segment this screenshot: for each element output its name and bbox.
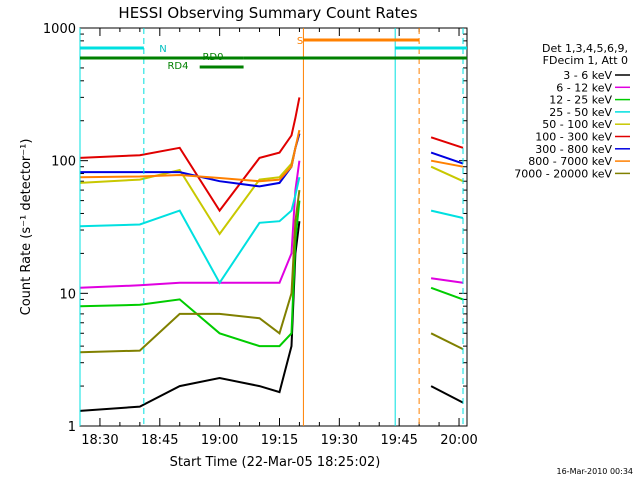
x-tick-label: 20:00 [440,433,477,448]
legend-label: 300 - 800 keV [535,143,612,156]
legend-label: 6 - 12 keV [556,81,612,94]
x-tick-label: 18:30 [81,433,118,448]
series-line-after-gap-7 [430,332,464,350]
series-line-after-gap-8 [430,385,464,404]
legend-header-1: Det 1,3,4,5,6,9, [542,42,628,55]
series-line-2 [79,200,301,348]
plot-frame [79,27,468,427]
series-line-0 [79,221,301,412]
legend-header-2: FDecim 1, Att 0 [543,54,628,67]
legend-label: 3 - 6 keV [563,69,612,82]
y-tick-label: 1000 [43,22,76,37]
series-line-5 [79,97,301,213]
generated-timestamp: 16-Mar-2010 00:34 [557,467,634,476]
y-tick-label: 1 [68,420,76,435]
series-line-after-gap-3 [430,165,464,183]
x-axis-label: Start Time (22-Mar-05 18:25:02) [170,455,381,470]
legend-label: 800 - 7000 keV [528,155,612,168]
series-line-8 [79,189,301,354]
overlay-layer: N S RD0 RD4 [79,28,467,426]
y-tick-label: 100 [51,155,76,170]
series-line-after-gap-6 [430,286,464,301]
legend-label: 100 - 300 keV [535,131,612,144]
saa-label: S [297,36,303,47]
series-line-after-gap-0 [430,136,464,149]
series-line-after-gap-2 [430,159,464,168]
legend-label: 7000 - 20000 keV [514,167,612,180]
series-line-after-gap-4 [430,209,464,219]
series-line-3 [79,176,301,285]
y-axis-label: Count Rate (s⁻¹ detector⁻¹) [19,139,34,316]
night-label: N [159,44,166,55]
series-line-4 [79,133,301,236]
x-tick-label: 19:00 [201,433,238,448]
legend-label: 50 - 100 keV [542,118,612,131]
x-tick-label: 19:30 [321,433,358,448]
series-line-after-gap-5 [430,277,464,284]
legend-label: 25 - 50 keV [549,106,612,119]
rd4-label: RD4 [167,61,188,72]
rd0-label: RD0 [202,52,223,63]
legend-label: 12 - 25 keV [549,94,612,107]
x-tick-label: 18:45 [141,433,178,448]
y-tick-label: 10 [59,287,76,302]
series-layer [79,97,464,412]
chart-title: HESSI Observing Summary Count Rates [118,4,417,22]
series-line-after-gap-1 [430,151,464,165]
tick-layer: 18:30 18:45 19:00 19:15 19:30 19:45 20:00 1 10 10… [43,22,478,448]
x-tick-label: 19:15 [261,433,298,448]
series-line-1 [79,160,301,289]
x-tick-label: 19:45 [380,433,417,448]
series-line-7 [79,129,301,183]
